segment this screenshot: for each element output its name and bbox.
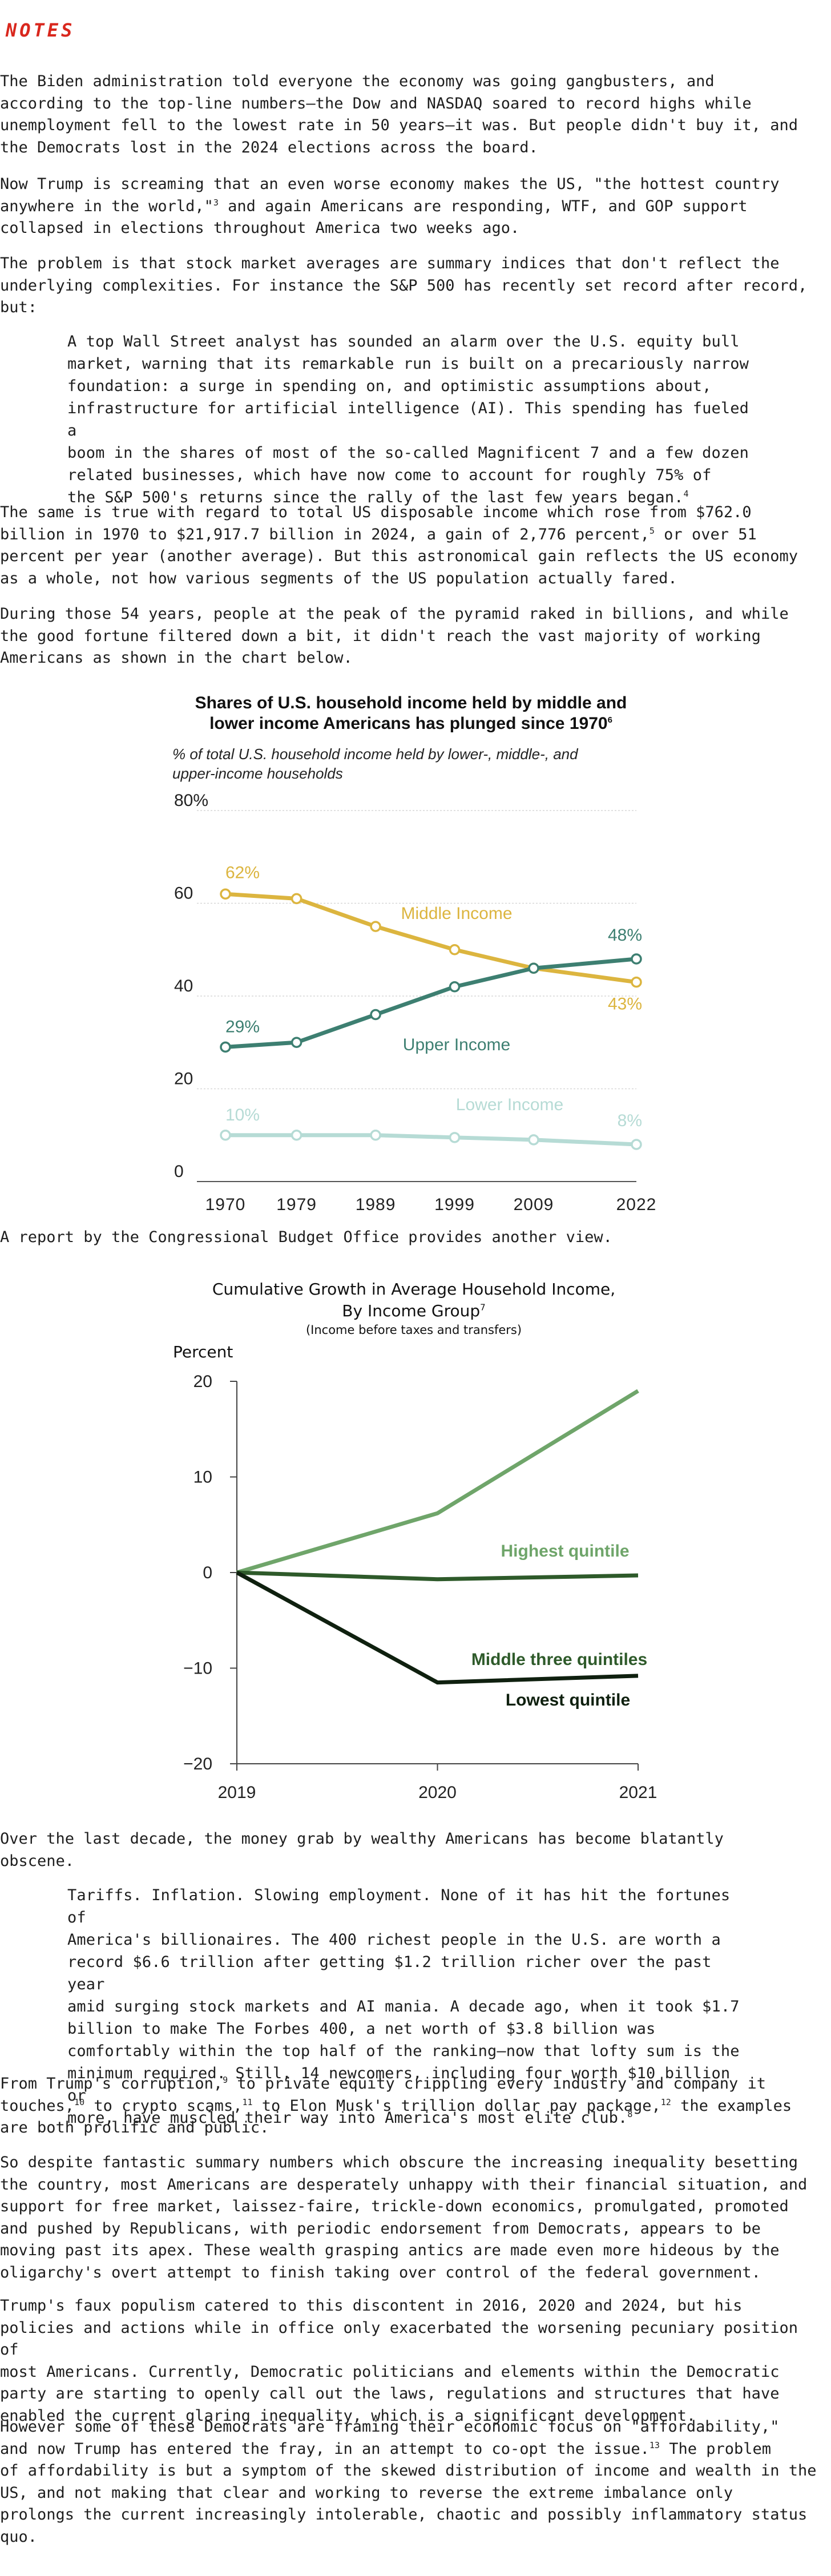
data-point: [291, 893, 302, 905]
paragraph-cbo: A report by the Congressional Budget Off…: [0, 1228, 612, 1246]
notes-title: NOTES: [6, 19, 75, 41]
x-tick-label: 2009: [514, 1195, 554, 1214]
x-tick-label: 1979: [276, 1195, 317, 1214]
x-tick-label: 1970: [205, 1195, 246, 1214]
y-tick-label: −10: [183, 1659, 212, 1678]
paragraph-inequality: So despite fantastic summary numbers whi…: [0, 2154, 808, 2281]
data-point: [631, 1139, 642, 1150]
data-point: [449, 944, 461, 956]
y-tick-label: 40: [174, 977, 193, 995]
footnote-ref[interactable]: 8: [627, 2109, 633, 2119]
data-point: [528, 962, 539, 974]
data-label: 10%: [225, 1106, 260, 1124]
data-point: [449, 1132, 461, 1143]
footnote-ref[interactable]: 10: [74, 2097, 85, 2107]
footnote-ref[interactable]: 9: [223, 2075, 228, 2085]
x-tick-label: 1999: [434, 1195, 475, 1214]
footnote-ref[interactable]: 5: [649, 525, 655, 536]
series-line: [225, 957, 637, 1049]
blockquote-forbes-400: Tariffs. Inflation. Slowing employment. …: [67, 1886, 740, 2127]
data-label: 43%: [608, 995, 642, 1014]
footnote-ref[interactable]: 3: [213, 197, 219, 208]
footnote-ref[interactable]: 13: [649, 2440, 660, 2450]
y-tick-label: 20: [174, 1070, 193, 1089]
y-tick-label: 0: [203, 1563, 212, 1582]
data-point: [370, 1130, 381, 1141]
paragraph-disposable-income: The same is true with regard to total US…: [0, 503, 798, 587]
chart1-subtitle: % of total U.S. household income held by…: [172, 745, 578, 782]
footnote-ref[interactable]: 6: [607, 715, 612, 725]
footnote-ref[interactable]: 7: [480, 1302, 486, 1313]
blockquote-wall-street: A top Wall Street analyst has sounded an…: [67, 333, 749, 506]
series-label: Lower Income: [456, 1095, 563, 1114]
x-tick-label: 2020: [418, 1783, 457, 1802]
series-line: [225, 892, 637, 985]
y-tick-label: 10: [193, 1468, 212, 1487]
data-label: 62%: [225, 863, 260, 882]
series-line: [225, 1133, 637, 1147]
series-line: [236, 1389, 639, 1575]
footnote-ref[interactable]: 12: [660, 2097, 671, 2107]
series-label: Highest quintile: [501, 1542, 630, 1561]
chart2-note: (Income before taxes and transfers): [305, 1323, 522, 1337]
series-label: Middle Income: [401, 904, 512, 923]
series-label: Lowest quintile: [506, 1691, 630, 1710]
paragraph-money-grab: Over the last decade, the money grab by …: [0, 1830, 724, 1870]
paragraph-trump-hottest: Now Trump is screaming that an even wors…: [0, 175, 780, 237]
y-tick-label: 80%: [174, 791, 208, 810]
y-tick-label: 0: [174, 1162, 184, 1181]
footnote-ref[interactable]: 4: [683, 489, 689, 499]
chart2-cumulative-growth: 20 10 0 −10 −20 2019 2020 2021 Highest quintile M…: [183, 1372, 657, 1802]
data-label: 8%: [618, 1111, 642, 1130]
data-point: [220, 1041, 231, 1053]
x-tick-label: 2019: [218, 1783, 256, 1802]
x-tick-label: 1989: [356, 1195, 396, 1214]
paragraph-faux-populism: Trump's faux populism catered to this di…: [0, 2297, 798, 2425]
x-tick-label: 2022: [616, 1195, 657, 1214]
data-label: 29%: [225, 1017, 260, 1036]
data-point: [449, 981, 461, 993]
paragraph-pyramid: During those 54 years, people at the pea…: [0, 605, 789, 667]
data-point: [631, 976, 642, 988]
series-label: Middle three quintiles: [471, 1650, 647, 1669]
chart1-household-income-shares: 0 20 40 60 80% 1970 1979 1989 1999 2009 2022 Middle…: [174, 791, 657, 1214]
data-point: [528, 1134, 539, 1146]
chart1-title: Shares of U.S. household income held by …: [195, 694, 627, 733]
paragraph-stock-averages: The problem is that stock market average…: [0, 255, 808, 317]
data-point: [291, 1130, 302, 1141]
series-line: [236, 1570, 639, 1685]
chart2-title: Cumulative Growth in Average Household I…: [212, 1280, 616, 1320]
paragraph-affordability: However some of these Democrats are fram…: [0, 2418, 817, 2546]
series-line: [236, 1570, 639, 1582]
chart2-y-axis-label: Percent: [173, 1343, 233, 1361]
data-point: [631, 953, 642, 965]
data-label: 48%: [608, 926, 642, 945]
x-tick-label: 2021: [619, 1783, 657, 1802]
footnote-ref[interactable]: 11: [242, 2097, 253, 2107]
paragraph-corruption-examples: From Trump's corruption,9 to private equ…: [0, 2075, 792, 2137]
y-tick-label: 20: [193, 1372, 212, 1391]
data-point: [291, 1037, 302, 1048]
data-point: [370, 921, 381, 932]
paragraph-biden-economy: The Biden administration told everyone t…: [0, 72, 798, 156]
data-point: [220, 1130, 231, 1141]
y-tick-label: −20: [183, 1755, 212, 1773]
y-tick-label: 60: [174, 884, 193, 903]
series-label: Upper Income: [403, 1035, 510, 1054]
data-point: [220, 888, 231, 900]
data-point: [370, 1009, 381, 1021]
